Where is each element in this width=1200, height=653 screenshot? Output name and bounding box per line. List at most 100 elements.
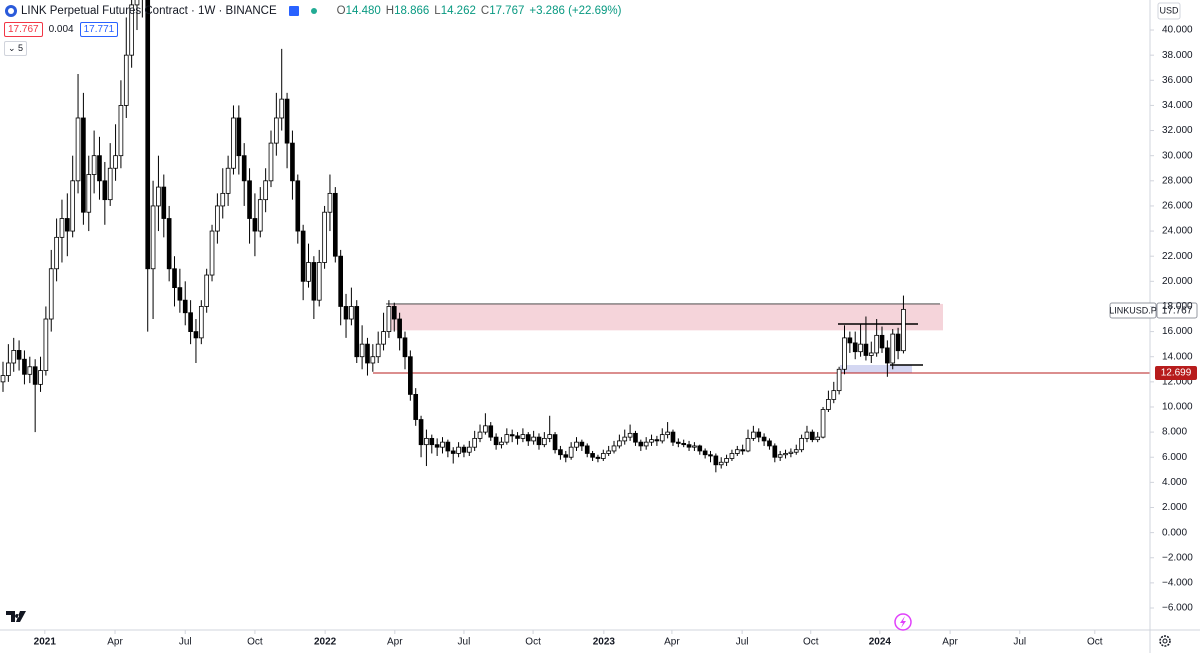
candle-body xyxy=(445,441,451,452)
candle-body xyxy=(257,199,263,232)
y-tick-label: 28.000 xyxy=(1162,175,1193,186)
candle-body xyxy=(676,441,681,444)
candle-body xyxy=(86,174,92,213)
candle-body xyxy=(279,98,285,119)
candle-body xyxy=(584,445,590,454)
candle-body xyxy=(643,441,649,447)
candle-body xyxy=(504,434,510,443)
candle-body xyxy=(772,445,778,458)
bid-button[interactable]: 17.767 xyxy=(4,22,43,37)
plot-area xyxy=(0,0,1150,473)
status-icons xyxy=(288,6,317,16)
candle-body xyxy=(247,180,252,219)
x-tick-label: 2021 xyxy=(34,637,57,648)
symbol-title[interactable]: LINK Perpetual Futures Contract · 1W · B… xyxy=(21,5,277,17)
x-tick-label: Jul xyxy=(736,637,749,648)
settings-icon[interactable] xyxy=(1159,635,1171,647)
candle-body xyxy=(708,454,713,457)
candle-body xyxy=(123,54,129,106)
candle-body xyxy=(204,274,210,307)
candle-body xyxy=(777,454,783,458)
candle-body xyxy=(48,268,54,320)
candle-body xyxy=(118,105,124,157)
y-tick-label: 10.000 xyxy=(1162,402,1193,413)
candle-body xyxy=(901,308,906,352)
candle-body xyxy=(134,0,140,6)
candle-body xyxy=(290,142,295,182)
last-price-box xyxy=(1156,302,1198,319)
ohlc-key: O xyxy=(336,5,346,17)
candle-body xyxy=(810,431,815,441)
candle-body xyxy=(343,306,349,320)
candle-body xyxy=(895,333,901,352)
y-tick-label: 38.000 xyxy=(1162,50,1193,61)
candle-body xyxy=(102,180,108,201)
x-tick-label: Apr xyxy=(942,637,958,648)
candle-body xyxy=(558,449,563,456)
candle-body xyxy=(338,255,343,307)
legend-row: LINK Perpetual Futures Contract · 1W · B… xyxy=(4,4,626,18)
candle-body xyxy=(788,451,794,454)
ask-button[interactable]: 17.771 xyxy=(79,22,119,37)
candle-body xyxy=(868,352,874,356)
candle-body xyxy=(499,441,504,446)
candle-body xyxy=(97,155,102,182)
candle-body xyxy=(27,366,33,375)
candle-body xyxy=(263,180,268,201)
y-tick-label: 2.000 xyxy=(1162,502,1187,513)
symbol-tag-box xyxy=(1109,302,1157,319)
y-tick-label: 4.000 xyxy=(1162,477,1187,488)
candle-body xyxy=(670,431,676,443)
candle-body xyxy=(611,445,617,452)
y-tick-label: 8.000 xyxy=(1162,427,1187,438)
candle-body xyxy=(268,142,274,182)
candle-body xyxy=(852,342,858,353)
candle-body xyxy=(842,337,847,370)
candle-body xyxy=(756,431,762,438)
candle-body xyxy=(150,205,156,270)
indicator-toggle[interactable]: ⌄ 5 xyxy=(4,41,28,56)
candle-body xyxy=(783,453,788,456)
spread: 0.004 xyxy=(48,24,74,35)
candle-body xyxy=(633,432,638,443)
tv-logo[interactable] xyxy=(6,611,26,622)
indicator-row: ⌄ 5 xyxy=(4,41,28,56)
y-tick-label: 6.000 xyxy=(1162,452,1187,463)
candle-body xyxy=(231,117,236,169)
candle-body xyxy=(193,331,199,339)
y-tick-label: 0.000 xyxy=(1162,527,1187,538)
candle-body xyxy=(761,436,767,442)
candle-body xyxy=(515,435,520,439)
currency-box[interactable] xyxy=(1157,2,1181,20)
candle-body xyxy=(354,306,360,358)
candle-body xyxy=(300,230,306,282)
candle-body xyxy=(284,98,290,144)
candle-body xyxy=(413,394,419,420)
candle-body xyxy=(590,453,595,458)
candle-body xyxy=(440,441,445,448)
candle-body xyxy=(11,350,17,364)
y-tick-label: 22.000 xyxy=(1162,251,1193,262)
y-tick-label: 20.000 xyxy=(1162,276,1193,287)
candle-body xyxy=(697,445,703,452)
candle-body xyxy=(665,431,670,436)
candle-body xyxy=(600,453,606,459)
candle-body xyxy=(0,375,6,383)
coin-icon xyxy=(5,5,17,17)
y-tick-label: 26.000 xyxy=(1162,201,1193,212)
y-tick-label: 14.000 xyxy=(1162,351,1193,362)
candle-body xyxy=(236,117,242,157)
y-tick-label: 24.000 xyxy=(1162,226,1193,237)
candle-body xyxy=(64,218,70,232)
candle-body xyxy=(322,211,327,263)
candle-body xyxy=(466,446,472,453)
candle-body xyxy=(91,155,97,175)
candle-body xyxy=(820,409,826,438)
lightning-icon[interactable] xyxy=(894,613,912,631)
indicator-count: 5 xyxy=(18,43,24,53)
candle-body xyxy=(70,180,76,232)
change: +3.286 (+22.69%) xyxy=(529,5,622,17)
candle-body xyxy=(332,192,338,257)
candle-body xyxy=(215,205,220,232)
